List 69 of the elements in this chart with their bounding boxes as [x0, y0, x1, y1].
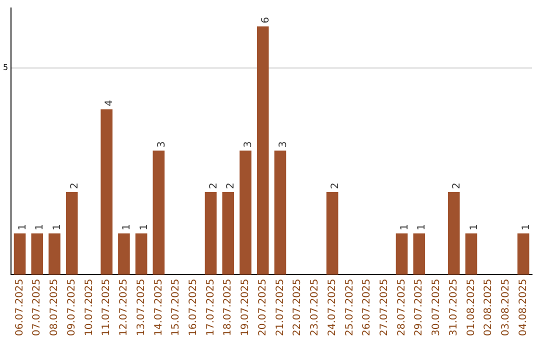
bar — [240, 150, 252, 275]
data-label: 1 — [17, 224, 28, 230]
data-label: 6 — [260, 17, 272, 24]
data-label: 1 — [122, 224, 133, 230]
x-tick-label: 21.07.2025 — [274, 278, 286, 336]
data-label: 1 — [52, 224, 64, 230]
x-tick-label: 03.08.2025 — [500, 278, 512, 336]
x-tick-label: 14.07.2025 — [153, 278, 164, 336]
data-label: 1 — [468, 224, 480, 230]
x-tick-label: 12.07.2025 — [118, 278, 130, 336]
data-label: 1 — [399, 224, 410, 230]
x-tick-label: 31.07.2025 — [448, 278, 460, 336]
x-tick-label: 18.07.2025 — [222, 278, 234, 336]
bar — [517, 233, 530, 275]
bar — [204, 192, 217, 275]
bar — [100, 109, 112, 275]
data-label: 2 — [451, 182, 462, 189]
data-label: 3 — [156, 141, 168, 148]
bar — [222, 192, 234, 275]
data-label: 1 — [416, 224, 428, 230]
bar — [274, 150, 286, 275]
data-label: 4 — [104, 100, 116, 106]
bar — [396, 233, 408, 275]
x-tick-label: 17.07.2025 — [205, 278, 216, 336]
x-tick-label: 08.07.2025 — [49, 278, 60, 336]
x-tick-label: 04.08.2025 — [518, 278, 529, 336]
bar — [448, 192, 460, 275]
bar — [413, 233, 426, 275]
data-label: 2 — [69, 182, 80, 189]
x-tick-label: 24.07.2025 — [326, 278, 338, 336]
x-tick-label: 07.07.2025 — [32, 278, 43, 336]
x-tick-label: 15.07.2025 — [170, 278, 182, 336]
bar — [326, 192, 338, 275]
data-label: 1 — [520, 224, 532, 230]
x-tick-label: 06.07.2025 — [14, 278, 26, 336]
bar — [135, 233, 148, 275]
data-label: 2 — [208, 182, 220, 189]
x-tick-label: 01.08.2025 — [466, 278, 477, 336]
x-tick-label: 20.07.2025 — [257, 278, 268, 336]
x-tick-label: 27.07.2025 — [379, 278, 390, 336]
data-label: 1 — [138, 224, 150, 230]
x-tick-label: 16.07.2025 — [188, 278, 199, 336]
data-label: 3 — [243, 141, 254, 148]
bar — [152, 150, 165, 275]
bar — [66, 192, 78, 275]
x-tick-label: 10.07.2025 — [84, 278, 95, 336]
x-tick-label: 26.07.2025 — [362, 278, 373, 336]
x-tick-label: 30.07.2025 — [431, 278, 442, 336]
bar — [465, 233, 478, 275]
x-tick-label: 11.07.2025 — [101, 278, 112, 336]
x-tick-label: 28.07.2025 — [396, 278, 408, 336]
data-label: 2 — [226, 182, 237, 189]
data-label: 1 — [34, 224, 46, 230]
data-label: 3 — [278, 141, 289, 148]
x-tick-label: 09.07.2025 — [66, 278, 78, 336]
data-label: 2 — [330, 182, 341, 189]
bar — [14, 233, 26, 275]
x-tick-label: 29.07.2025 — [414, 278, 425, 336]
bar — [256, 26, 269, 275]
x-tick-label: 19.07.2025 — [240, 278, 252, 336]
x-tick-label: 25.07.2025 — [344, 278, 356, 336]
y-tick-label: 5 — [2, 62, 8, 72]
x-tick-label: 22.07.2025 — [292, 278, 304, 336]
bar — [48, 233, 60, 275]
bar — [31, 233, 44, 275]
x-tick-label: 23.07.2025 — [310, 278, 321, 336]
x-tick-label: 02.08.2025 — [483, 278, 494, 336]
bar — [118, 233, 130, 275]
x-tick-label: 13.07.2025 — [136, 278, 147, 336]
